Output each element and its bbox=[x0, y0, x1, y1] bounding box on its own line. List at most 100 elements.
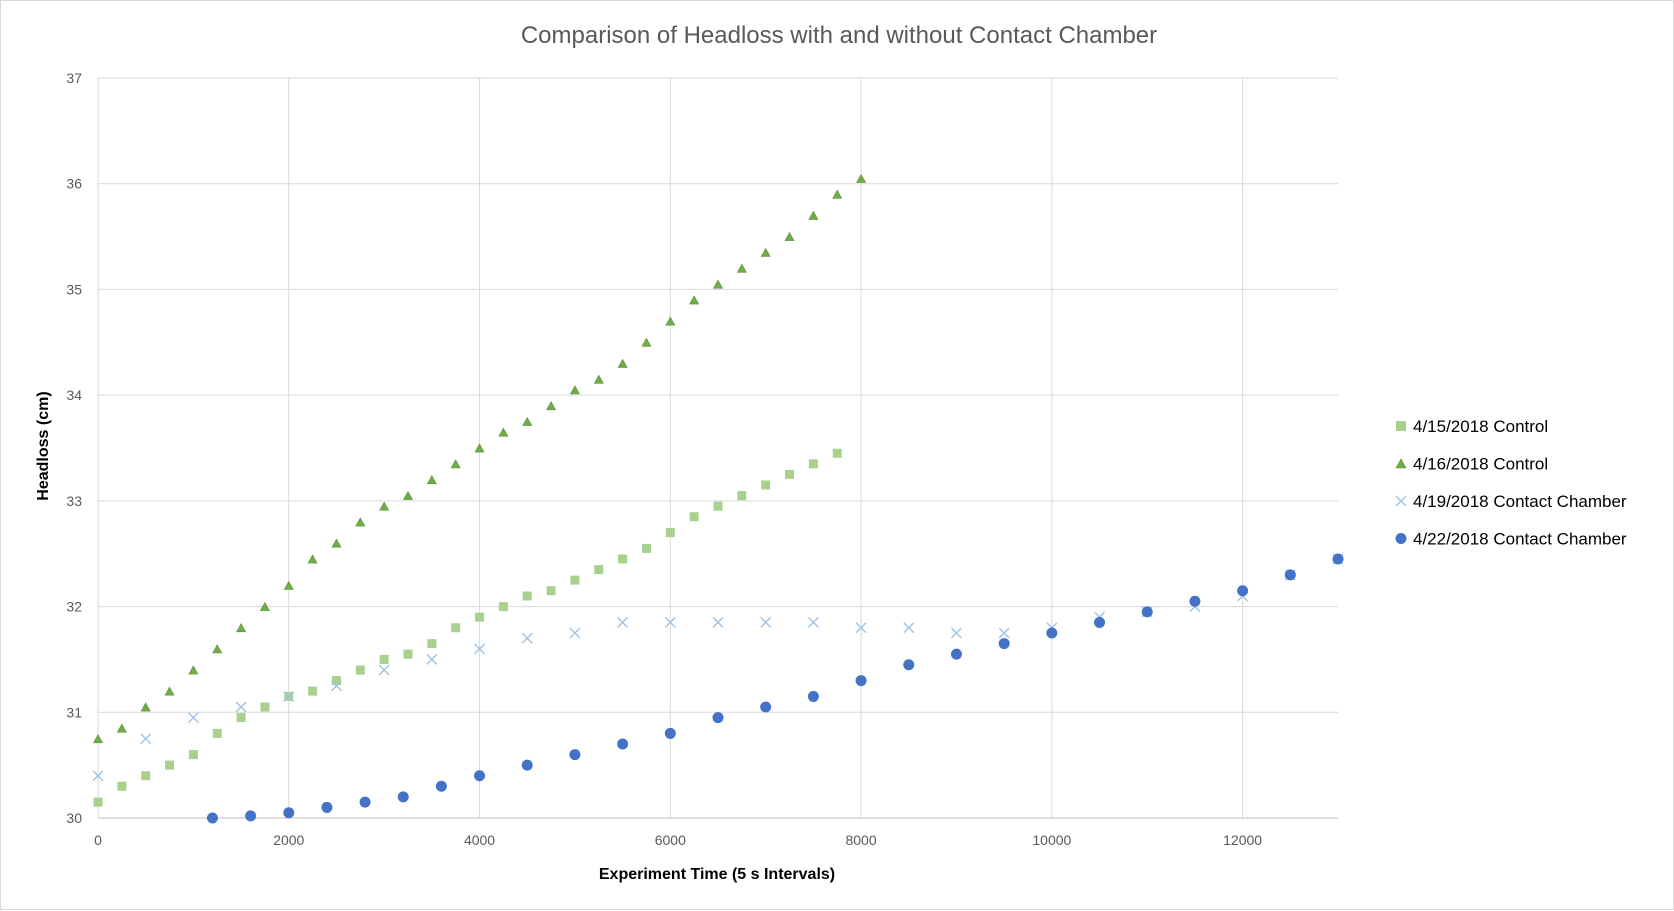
series-triangle-point bbox=[164, 686, 175, 696]
series-square-point bbox=[165, 760, 175, 770]
series-triangle-point bbox=[498, 427, 509, 437]
x-tick-label: 8000 bbox=[845, 832, 876, 848]
series-square-point bbox=[117, 781, 127, 791]
series-triangle-point bbox=[450, 459, 461, 469]
series-triangle-point bbox=[236, 623, 247, 633]
series-triangle-point bbox=[808, 210, 819, 220]
series-triangle-point bbox=[712, 279, 724, 289]
y-tick-label: 34 bbox=[66, 387, 82, 403]
series-triangle-point bbox=[760, 247, 771, 257]
series-square-point bbox=[331, 676, 341, 686]
series-x-point bbox=[140, 733, 152, 745]
series-circle-point bbox=[245, 810, 257, 822]
series-circle-point bbox=[474, 770, 486, 782]
series-triangle-point bbox=[522, 416, 533, 426]
chart-title: Comparison of Headloss with and without … bbox=[521, 22, 1157, 49]
series-x-point bbox=[426, 653, 438, 665]
series-x-point bbox=[235, 701, 247, 713]
x-tick-label: 0 bbox=[94, 832, 102, 848]
series-square-point bbox=[427, 639, 437, 649]
series-triangle-point bbox=[593, 374, 604, 384]
legend-marker-square bbox=[1396, 421, 1406, 431]
x-tick-label: 6000 bbox=[655, 832, 686, 848]
legend-marker-x bbox=[1395, 495, 1407, 507]
series-x-point bbox=[617, 616, 629, 628]
x-axis-title: Experiment Time (5 s Intervals) bbox=[599, 866, 835, 883]
plot-area bbox=[97, 78, 1338, 819]
series-triangle-point bbox=[140, 702, 151, 712]
series-x-point bbox=[521, 632, 533, 644]
series-circle-point bbox=[807, 690, 819, 702]
series-x-point bbox=[474, 643, 486, 655]
series-x-point bbox=[855, 622, 867, 634]
series-x-point bbox=[807, 616, 819, 628]
y-tick-label: 35 bbox=[66, 281, 82, 297]
series-x-point bbox=[569, 627, 581, 639]
series-triangle-point bbox=[259, 601, 270, 611]
series-circle-point bbox=[1237, 585, 1249, 597]
x-tick-label: 10000 bbox=[1032, 832, 1071, 848]
y-tick-label: 30 bbox=[66, 810, 82, 826]
series-triangle-point bbox=[116, 723, 127, 733]
series-square-point bbox=[546, 586, 556, 596]
series-triangle-point bbox=[689, 295, 700, 305]
series-square-point bbox=[403, 649, 413, 659]
series-x-point bbox=[903, 622, 915, 634]
y-tick-label: 37 bbox=[66, 70, 82, 86]
series-circle-point bbox=[521, 759, 533, 771]
series-circle-point bbox=[998, 638, 1010, 650]
series-circle-point bbox=[283, 807, 295, 819]
series-triangle-point bbox=[212, 644, 223, 654]
series-x-point bbox=[92, 770, 104, 782]
series-square-point bbox=[308, 686, 318, 696]
series-x-point bbox=[760, 616, 772, 628]
series-x-point bbox=[187, 712, 199, 724]
series-triangle-point bbox=[188, 665, 199, 675]
series-square-group bbox=[93, 448, 842, 807]
series-square-point bbox=[761, 480, 771, 490]
series-triangle-point bbox=[426, 475, 437, 485]
series-square-point bbox=[785, 469, 795, 479]
series-circle-point bbox=[321, 801, 333, 813]
legend: 4/15/2018 Control 4/16/2018 Control 4/19/2… bbox=[1395, 417, 1627, 549]
series-circle-point bbox=[903, 659, 915, 671]
series-circle-point bbox=[1189, 595, 1201, 607]
series-square-point bbox=[355, 665, 365, 675]
y-axis-title: Headloss (cm) bbox=[35, 391, 52, 500]
legend-label: 4/15/2018 Control bbox=[1413, 417, 1548, 436]
y-tick-label: 33 bbox=[66, 493, 82, 509]
series-square-point bbox=[665, 528, 675, 538]
series-square-point bbox=[522, 591, 532, 601]
x-axis-ticks: 0 2000 4000 6000 8000 10000 12000 bbox=[94, 832, 1262, 848]
y-axis-ticks: 30 31 32 33 34 35 36 37 bbox=[66, 70, 82, 826]
series-circle-point bbox=[359, 796, 371, 808]
series-square-point bbox=[379, 654, 389, 664]
legend-label: 4/22/2018 Contact Chamber bbox=[1413, 530, 1627, 549]
series-circle-point bbox=[950, 648, 962, 660]
series-square-point bbox=[832, 448, 842, 458]
series-circle-group bbox=[206, 553, 1344, 824]
series-square-point bbox=[212, 728, 222, 738]
x-tick-label: 2000 bbox=[273, 832, 304, 848]
series-square-point bbox=[260, 702, 270, 712]
series-circle-point bbox=[855, 675, 867, 687]
series-x-point bbox=[330, 680, 342, 692]
series-circle-point bbox=[664, 727, 676, 739]
series-triangle-point bbox=[92, 734, 104, 744]
series-triangle-point bbox=[832, 189, 843, 199]
series-square-point bbox=[713, 501, 723, 511]
series-triangle-point bbox=[617, 358, 628, 368]
series-triangle-point bbox=[856, 173, 867, 183]
series-circle-point bbox=[569, 749, 581, 761]
series-triangle-point bbox=[331, 538, 342, 548]
series-square-point bbox=[451, 623, 461, 633]
series-square-point bbox=[498, 602, 508, 612]
series-triangle-point bbox=[474, 443, 485, 453]
series-square-point bbox=[641, 543, 651, 553]
series-square-point bbox=[141, 771, 151, 781]
series-triangle-point bbox=[402, 490, 414, 500]
series-triangle-point bbox=[546, 401, 557, 411]
series-x-point bbox=[664, 616, 676, 628]
